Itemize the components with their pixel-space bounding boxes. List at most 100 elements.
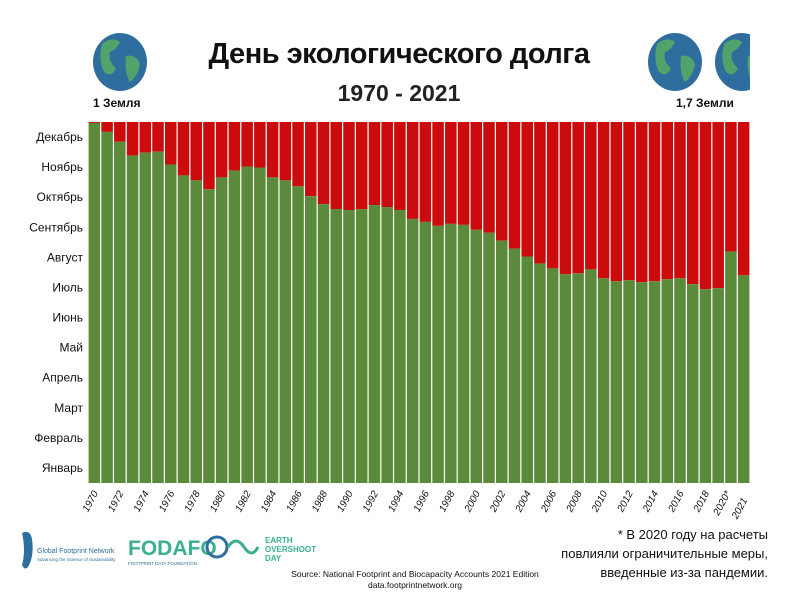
x-tick-label: 1996	[412, 489, 432, 514]
bar-remainder	[521, 122, 533, 257]
bar-remainder	[546, 122, 559, 269]
y-tick-label: Декабрь	[36, 130, 83, 144]
bar-remainder	[126, 122, 139, 156]
x-tick-label: 2000	[462, 489, 483, 515]
footnote-line: введенные из-за пандемии.	[600, 565, 768, 580]
bar-remainder	[610, 122, 623, 282]
bar-remainder	[483, 122, 495, 233]
bar-overshoot-day	[279, 180, 292, 483]
bar-overshoot-day	[457, 224, 470, 483]
bar-remainder	[190, 122, 202, 181]
fodafo-logo-text: FODAFO	[128, 537, 217, 560]
bar-overshoot-day	[610, 281, 623, 483]
y-tick-label: Июль	[52, 280, 83, 294]
y-tick-label: Октябрь	[36, 190, 83, 204]
bar-overshoot-day	[597, 278, 610, 483]
bar-remainder	[228, 122, 241, 171]
y-tick-label: Август	[47, 250, 84, 264]
earth-globe-icon	[648, 33, 702, 91]
x-tick-label: 1998	[437, 489, 457, 514]
bar-remainder	[585, 122, 597, 270]
globe-land	[680, 55, 695, 82]
bar-overshoot-day	[215, 177, 228, 484]
source: Source: National Footprint and Biocapaci…	[265, 569, 565, 591]
x-tick-label: 1970	[81, 489, 101, 514]
bar-remainder	[368, 122, 381, 206]
y-tick-label: Январь	[42, 461, 83, 475]
bar-overshoot-day	[585, 269, 597, 483]
bar-remainder	[279, 122, 292, 181]
earth-globe-icon	[715, 33, 750, 91]
bar-remainder	[636, 122, 648, 283]
bar-overshoot-day	[674, 278, 686, 483]
bar-overshoot-day	[266, 177, 279, 484]
bar-overshoot-day	[292, 186, 304, 484]
bar-overshoot-day	[648, 281, 661, 483]
x-tick-label: 2021	[730, 496, 751, 522]
x-tick-label: 2016	[666, 489, 687, 515]
page-subtitle: 1970 - 2021	[337, 80, 461, 106]
bar-overshoot-day	[636, 282, 648, 483]
globe-outline-icon	[205, 535, 229, 559]
x-tick-label: 1974	[132, 489, 152, 514]
globe-land	[125, 55, 140, 82]
x-tick-label: 1990	[335, 489, 355, 514]
bar-remainder	[699, 122, 712, 290]
bar-overshoot-day	[343, 210, 355, 483]
bar-overshoot-day	[508, 248, 521, 483]
footnote-line: повлияли ограничительные меры,	[561, 546, 768, 561]
bar-overshoot-day	[101, 131, 113, 483]
eod-logo-text: OVERSHOOT	[265, 545, 316, 554]
x-tick-label: 1988	[310, 489, 330, 514]
bar-overshoot-day	[114, 141, 126, 483]
bar-overshoot-day	[534, 263, 546, 483]
bar-remainder	[445, 122, 457, 224]
y-tick-label: Февраль	[34, 431, 83, 445]
gfn-logo-text: Global Footprint Network	[37, 548, 115, 555]
bar-remainder	[623, 122, 635, 281]
globe-land	[100, 39, 120, 75]
bar-remainder	[432, 122, 444, 226]
x-tick-label: 1980	[208, 489, 228, 514]
page-title: День экологического долга	[208, 38, 590, 70]
bar-remainder	[215, 122, 228, 178]
x-tick-label: 2012	[615, 489, 636, 515]
one-earth-label: 1 Земля	[93, 96, 141, 110]
global-footprint-network-logo: Global Footprint Network Advancing the Sc…	[22, 531, 116, 569]
x-tick-label: 1976	[157, 489, 177, 514]
bar-overshoot-day	[445, 223, 457, 484]
bar-remainder	[712, 122, 724, 289]
bar-remainder	[674, 122, 686, 279]
bar-remainder	[88, 122, 101, 123]
bar-overshoot-day	[394, 210, 406, 483]
bar-overshoot-day	[483, 232, 495, 483]
bar-remainder	[559, 122, 572, 275]
y-tick-label: Май	[59, 341, 83, 355]
bar-remainder	[330, 122, 343, 210]
gfn-logo-tagline: Advancing the Science of Sustainability	[37, 557, 116, 562]
bar-overshoot-day	[712, 288, 724, 483]
bar-overshoot-day	[190, 180, 202, 483]
bar-overshoot-day	[139, 152, 152, 483]
bar-remainder	[292, 122, 304, 187]
bar-overshoot-day	[177, 175, 190, 484]
y-tick-label: Март	[54, 401, 83, 415]
bar-remainder	[597, 122, 610, 279]
x-tick-label: 1972	[106, 489, 126, 514]
y-tick-label: Ноябрь	[41, 160, 83, 174]
bar-remainder	[725, 122, 737, 252]
bar-overshoot-day	[546, 268, 559, 483]
earths-needed-label: 1,7 Земли	[676, 96, 734, 110]
bar-overshoot-day	[521, 256, 533, 483]
bar-remainder	[686, 122, 699, 285]
bar-remainder	[114, 122, 126, 142]
bar-remainder	[241, 122, 253, 167]
bar-remainder	[164, 122, 177, 165]
bar-overshoot-day	[432, 225, 444, 484]
bar-overshoot-day	[164, 164, 177, 484]
bar-remainder	[343, 122, 355, 211]
x-tick-label: 1984	[259, 489, 279, 514]
bar-remainder	[317, 122, 330, 205]
